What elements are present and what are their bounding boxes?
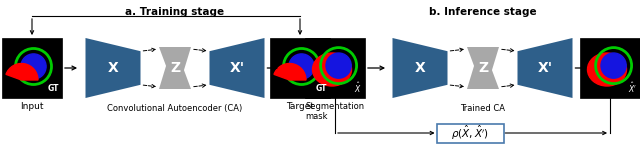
Circle shape: [601, 53, 626, 78]
Wedge shape: [274, 64, 306, 80]
Wedge shape: [6, 64, 38, 80]
Bar: [2, 38, 62, 98]
Polygon shape: [209, 38, 264, 98]
Text: Target: Target: [286, 102, 314, 111]
Polygon shape: [467, 47, 499, 89]
Circle shape: [289, 54, 314, 79]
Text: Segmentation
mask: Segmentation mask: [305, 102, 364, 121]
Bar: [580, 38, 640, 98]
Text: X: X: [108, 61, 118, 75]
Text: Z: Z: [170, 61, 180, 75]
Polygon shape: [518, 38, 573, 98]
Ellipse shape: [312, 53, 351, 86]
Ellipse shape: [588, 53, 627, 86]
Text: $\rho(\hat{X},\hat{X}')$: $\rho(\hat{X},\hat{X}')$: [451, 124, 489, 142]
Text: GT: GT: [47, 84, 59, 93]
Polygon shape: [392, 38, 447, 98]
Text: $\hat{X}$: $\hat{X}$: [355, 81, 362, 95]
Text: Z: Z: [478, 61, 488, 75]
Bar: [305, 38, 365, 98]
Text: Trained CA: Trained CA: [461, 104, 506, 113]
FancyBboxPatch shape: [436, 123, 504, 143]
Text: X': X': [229, 61, 244, 75]
Text: $\hat{X}'$: $\hat{X}'$: [628, 81, 637, 95]
Text: Input: Input: [20, 102, 44, 111]
Text: Convolutional Autoencoder (CA): Convolutional Autoencoder (CA): [108, 104, 243, 113]
Polygon shape: [86, 38, 141, 98]
Text: X': X': [538, 61, 552, 75]
Text: a. Training stage: a. Training stage: [125, 7, 225, 17]
Text: b. Inference stage: b. Inference stage: [429, 7, 537, 17]
Text: X: X: [415, 61, 426, 75]
Polygon shape: [159, 47, 191, 89]
Circle shape: [21, 54, 46, 79]
Bar: [270, 38, 330, 98]
Text: GT: GT: [316, 84, 327, 93]
Circle shape: [326, 53, 351, 78]
